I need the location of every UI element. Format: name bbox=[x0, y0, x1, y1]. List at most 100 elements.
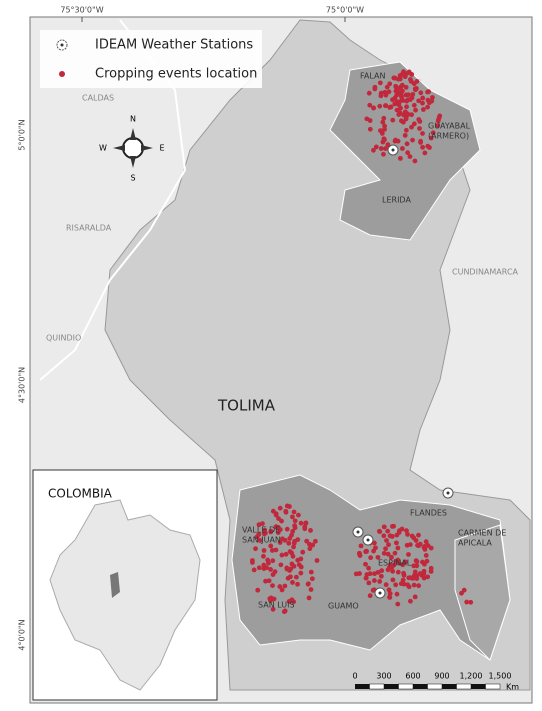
crop-point bbox=[265, 557, 271, 563]
crop-point bbox=[277, 584, 283, 589]
crop-point bbox=[392, 138, 398, 144]
crop-point bbox=[366, 580, 372, 586]
crop-point bbox=[364, 572, 370, 577]
crop-point bbox=[377, 579, 383, 584]
crop-point bbox=[375, 554, 381, 560]
scale-label: 300 bbox=[376, 672, 391, 681]
crop-point bbox=[314, 558, 320, 563]
crop-point bbox=[276, 516, 281, 521]
crop-point bbox=[272, 569, 278, 575]
crop-point bbox=[388, 104, 394, 110]
crop-point bbox=[412, 86, 418, 92]
crop-point bbox=[298, 556, 304, 562]
weather-station bbox=[366, 538, 370, 542]
crop-point bbox=[366, 90, 372, 96]
crop-point bbox=[380, 139, 386, 145]
crop-point bbox=[406, 575, 412, 581]
crop-point bbox=[273, 547, 279, 553]
crop-point bbox=[387, 81, 393, 87]
scale-segment bbox=[369, 683, 385, 690]
scale-label: 1,200 bbox=[460, 672, 483, 681]
crop-point bbox=[287, 568, 292, 573]
crop-point bbox=[291, 509, 297, 515]
crop-point bbox=[399, 82, 405, 88]
crop-point bbox=[367, 593, 373, 599]
crop-point bbox=[386, 587, 392, 593]
weather-station bbox=[391, 148, 395, 152]
crop-point bbox=[385, 528, 391, 534]
municipality-label: FALAN bbox=[360, 72, 385, 81]
crop-point bbox=[263, 578, 268, 584]
crop-point bbox=[298, 564, 304, 570]
crop-point bbox=[250, 560, 255, 565]
crop-point bbox=[407, 542, 413, 547]
crop-point bbox=[372, 571, 377, 577]
crop-point bbox=[363, 561, 368, 567]
crop-point bbox=[425, 97, 431, 103]
crop-point bbox=[383, 546, 388, 552]
crop-point bbox=[261, 566, 267, 571]
crop-point bbox=[420, 107, 426, 112]
crop-point bbox=[409, 112, 415, 118]
scale-segment bbox=[427, 683, 443, 690]
crop-point bbox=[394, 92, 399, 98]
crop-point bbox=[353, 571, 359, 577]
crop-point bbox=[403, 92, 409, 98]
crop-point bbox=[379, 130, 385, 136]
crop-point bbox=[427, 145, 432, 150]
crop-point bbox=[378, 146, 384, 151]
crop-point bbox=[308, 527, 313, 533]
crop-point bbox=[286, 540, 292, 546]
crop-point bbox=[402, 132, 408, 138]
crop-point bbox=[367, 118, 373, 123]
crop-point bbox=[270, 558, 276, 564]
crop-point bbox=[416, 532, 421, 538]
crop-point bbox=[404, 141, 410, 147]
crop-point bbox=[398, 105, 403, 111]
crop-point bbox=[395, 545, 401, 551]
crop-point bbox=[403, 127, 409, 133]
crop-point bbox=[255, 587, 261, 593]
crop-point bbox=[387, 594, 392, 600]
crop-point bbox=[420, 131, 425, 136]
crop-point bbox=[277, 505, 283, 511]
crop-point bbox=[358, 543, 364, 549]
crop-point bbox=[268, 543, 274, 549]
compass-label: E bbox=[159, 144, 164, 153]
crop-point bbox=[383, 146, 388, 151]
crop-point bbox=[437, 113, 443, 119]
crop-point bbox=[282, 583, 288, 589]
crop-point bbox=[423, 539, 429, 545]
crop-point bbox=[404, 104, 409, 110]
crop-point bbox=[392, 550, 398, 556]
crop-point bbox=[377, 80, 383, 86]
crop-point bbox=[386, 542, 391, 548]
crop-point bbox=[290, 580, 295, 585]
crop-point bbox=[261, 553, 266, 559]
crop-point bbox=[386, 89, 392, 95]
scale-segment bbox=[485, 683, 501, 690]
crop-point bbox=[409, 533, 415, 539]
crop-point bbox=[411, 582, 417, 588]
crop-point bbox=[375, 569, 381, 575]
crop-point bbox=[377, 103, 383, 109]
municipality-label: GUAMO bbox=[328, 602, 359, 611]
crop-point bbox=[270, 583, 275, 589]
municipality-shape bbox=[329, 61, 481, 241]
crop-point bbox=[410, 137, 415, 143]
crop-point bbox=[411, 121, 417, 127]
crop-point bbox=[381, 524, 387, 530]
latitude-label: 5°0'0"N bbox=[18, 119, 27, 150]
crop-point bbox=[306, 595, 312, 601]
crop-point bbox=[409, 124, 414, 130]
region-label: TOLIMA bbox=[217, 397, 276, 415]
crop-point bbox=[430, 95, 435, 100]
crop-point bbox=[291, 540, 297, 546]
municipality-label: APICALA bbox=[458, 539, 492, 548]
crop-point bbox=[371, 147, 376, 153]
crop-point bbox=[407, 97, 413, 102]
crop-point bbox=[406, 552, 411, 557]
crop-point bbox=[409, 72, 415, 77]
crop-point bbox=[385, 551, 391, 557]
crop-point bbox=[394, 99, 400, 105]
